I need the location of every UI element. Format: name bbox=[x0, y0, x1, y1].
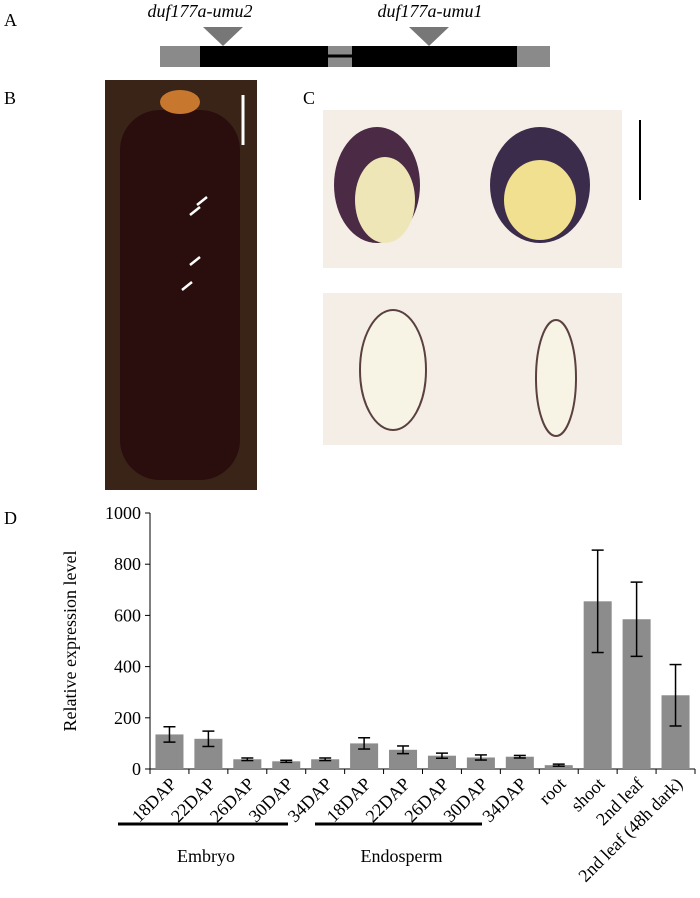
bar bbox=[272, 761, 301, 769]
bar bbox=[233, 759, 262, 769]
bar-chart: 0 200 400 600 800 1000 Relative expression lev… bbox=[60, 503, 696, 886]
error-bar bbox=[202, 730, 215, 748]
kernel-cut bbox=[504, 160, 576, 240]
panel-label: A bbox=[4, 10, 17, 30]
allele-label: duf177a-umu1 bbox=[378, 1, 483, 21]
kernel bbox=[535, 319, 577, 437]
bar bbox=[544, 765, 573, 769]
error-bar bbox=[358, 737, 371, 750]
error-bar bbox=[552, 763, 565, 767]
panel-label: C bbox=[303, 88, 315, 108]
y-tick-label: 0 bbox=[132, 759, 141, 779]
exon bbox=[200, 46, 328, 67]
exon bbox=[352, 46, 517, 67]
insertion-marker bbox=[203, 27, 243, 46]
bar bbox=[389, 749, 418, 769]
error-bar bbox=[280, 759, 293, 764]
error-bar bbox=[241, 757, 254, 762]
bar bbox=[427, 755, 456, 769]
error-bar bbox=[474, 754, 487, 761]
y-tick-label: 400 bbox=[114, 657, 141, 677]
group-label: Embryo bbox=[177, 846, 235, 866]
error-bar bbox=[591, 549, 604, 654]
ear-photo bbox=[105, 80, 257, 490]
insertion-marker bbox=[409, 27, 449, 46]
kernel-photos bbox=[323, 110, 641, 445]
error-bar bbox=[397, 745, 410, 755]
y-tick-label: 600 bbox=[114, 605, 141, 625]
x-tick-label: root bbox=[535, 774, 570, 809]
error-bar bbox=[513, 754, 526, 759]
error-bar bbox=[435, 752, 448, 759]
panel-label: B bbox=[4, 88, 16, 108]
error-bar bbox=[669, 663, 682, 727]
kernel-cut bbox=[355, 157, 415, 243]
ear-tip bbox=[160, 90, 200, 114]
y-axis-label: Relative expression level bbox=[60, 551, 80, 732]
y-tick-label: 1000 bbox=[105, 503, 141, 523]
allele-label: duf177a-umu2 bbox=[148, 1, 253, 21]
kernel bbox=[359, 309, 427, 431]
gene-model: duf177a-umu2 duf177a-umu1 bbox=[148, 1, 550, 67]
bar bbox=[505, 756, 534, 769]
ear bbox=[120, 110, 240, 480]
bar bbox=[311, 759, 340, 769]
y-tick-label: 200 bbox=[114, 708, 141, 728]
arrow bbox=[181, 196, 208, 291]
error-bar bbox=[319, 757, 332, 762]
x-tick-label: 34DAP bbox=[478, 774, 530, 826]
group-label: Endosperm bbox=[361, 846, 443, 866]
bar bbox=[466, 757, 495, 769]
error-bar bbox=[630, 581, 643, 658]
y-tick-label: 800 bbox=[114, 554, 141, 574]
error-bar bbox=[163, 726, 176, 743]
panel-label: D bbox=[4, 508, 17, 528]
